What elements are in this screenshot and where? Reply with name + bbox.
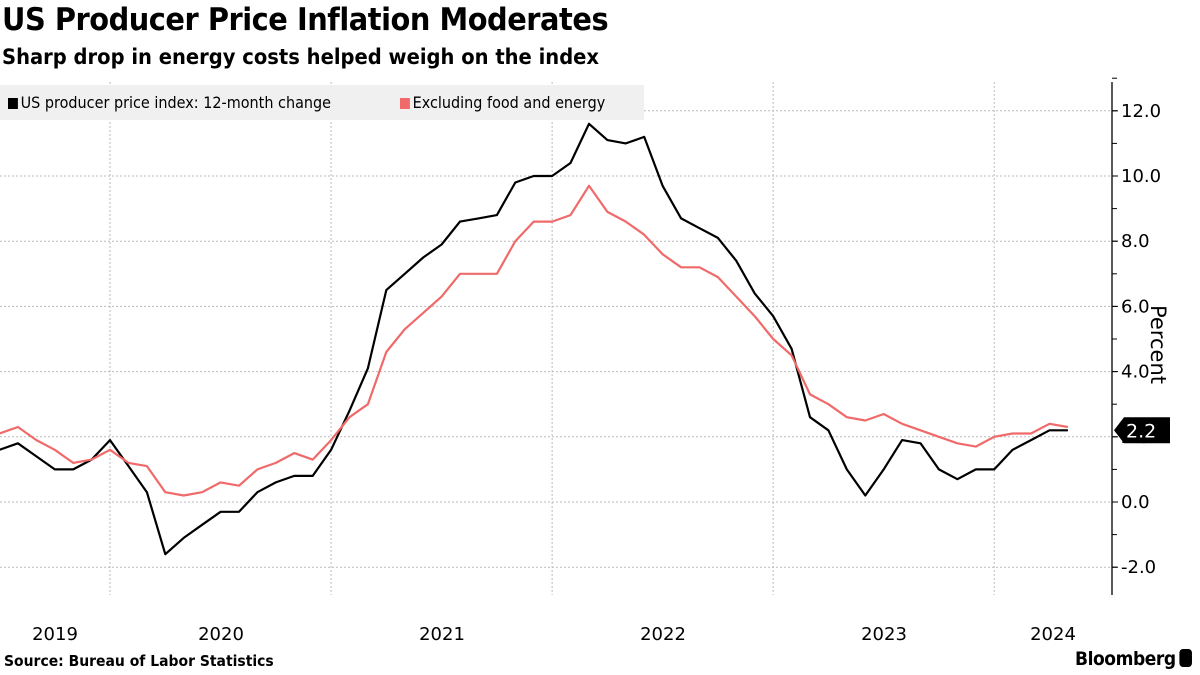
series-line-core bbox=[0, 184, 1069, 497]
legend-item-core: Excluding food and energy bbox=[400, 93, 605, 112]
series-line-ppi bbox=[0, 122, 1068, 556]
legend-swatch-ppi bbox=[8, 98, 18, 109]
x-tick-label: 2021 bbox=[419, 624, 465, 645]
y-axis-title: Percent bbox=[1146, 305, 1170, 385]
y-tick-label: 4.0 bbox=[1121, 362, 1150, 383]
y-tick-label: 10.0 bbox=[1121, 166, 1161, 187]
source-note: Source: Bureau of Labor Statistics bbox=[4, 652, 274, 670]
x-tick-label: 2020 bbox=[198, 624, 244, 645]
legend-item-ppi: US producer price index: 12-month change bbox=[8, 93, 331, 112]
bloomberg-icon bbox=[1179, 649, 1192, 667]
y-tick-label: 0.0 bbox=[1121, 492, 1150, 513]
x-tick-label: 2019 bbox=[32, 624, 78, 645]
chart-subtitle: Sharp drop in energy costs helped weigh … bbox=[2, 45, 600, 69]
y-axis: 12.010.08.06.04.02.00.0-2.02.2 bbox=[1111, 77, 1170, 595]
legend: US producer price index: 12-month change… bbox=[0, 85, 644, 120]
y-tick-label: 12.0 bbox=[1121, 101, 1161, 122]
brand-name: Bloomberg bbox=[1075, 648, 1176, 670]
x-tick-label: 2023 bbox=[861, 624, 907, 645]
x-tick-label: 2022 bbox=[640, 624, 686, 645]
last-value-badge-ppi bbox=[1114, 417, 1170, 444]
gridlines bbox=[0, 82, 1112, 595]
last-value-label: 2.2 bbox=[1126, 420, 1156, 442]
series-lines bbox=[0, 122, 1069, 556]
brand-logo: Bloomberg bbox=[1075, 648, 1192, 670]
chart-title: US Producer Price Inflation Moderates bbox=[2, 2, 609, 38]
y-tick-label: 8.0 bbox=[1121, 231, 1150, 252]
legend-label-core: Excluding food and energy bbox=[412, 93, 606, 112]
y-tick-label: 6.0 bbox=[1121, 296, 1150, 317]
legend-swatch-core bbox=[400, 98, 410, 109]
x-tick-label: 2024 bbox=[1030, 624, 1076, 645]
legend-label-ppi: US producer price index: 12-month change bbox=[20, 93, 332, 112]
x-axis-labels: 2019 2020 2021 2022 2023 2024 bbox=[32, 624, 1076, 645]
y-tick-label: -2.0 bbox=[1121, 557, 1156, 578]
